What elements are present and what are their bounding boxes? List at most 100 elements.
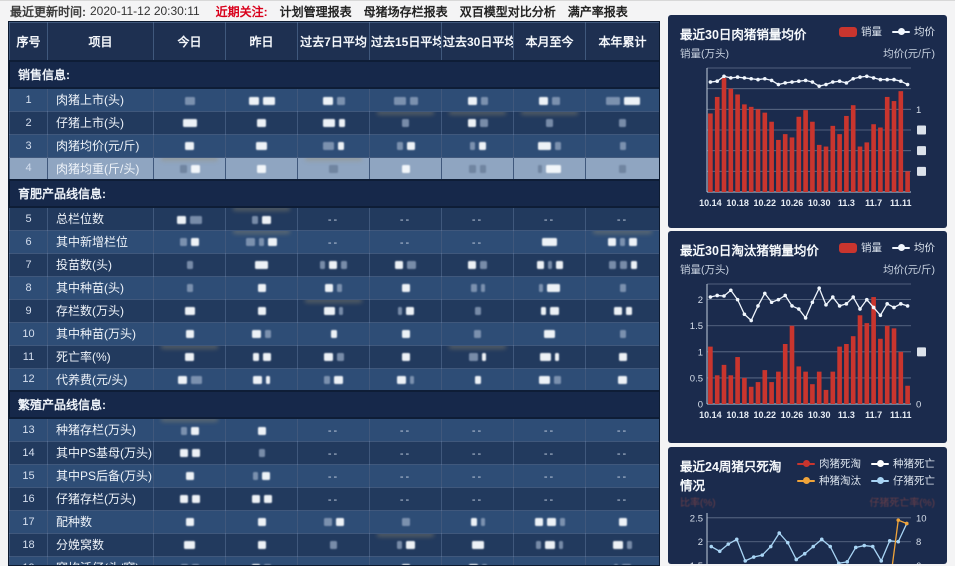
focus-link[interactable]: 满产率报表 [567,4,628,19]
redacted-value [552,96,560,105]
svg-text:11.7: 11.7 [865,198,882,208]
table-row[interactable]: 17 配种数 [9,509,659,534]
empty-value: -- [327,424,340,437]
line-legend-marker [797,477,815,484]
data-cell [225,344,298,369]
table-row[interactable]: 6 其中新增栏位 -- -- -- [9,229,659,254]
row-number: 6 [9,229,48,254]
line-legend-marker [871,477,889,484]
data-cell [369,87,442,112]
table-row[interactable]: 5 总栏位数 -- -- -- -- -- [9,206,659,231]
data-cell [513,87,586,112]
data-cell: -- [441,440,514,465]
table-row[interactable]: 2 仔猪上市(头) [9,110,659,135]
data-cell [225,532,298,557]
redacted-value [185,472,194,481]
legend-item[interactable]: 种猪淘汰 [797,473,861,488]
data-cell [153,110,226,135]
row-number: 8 [9,275,48,300]
line-legend-marker [797,460,815,467]
focus-link[interactable]: 母猪场存栏报表 [363,4,448,19]
data-cell [153,486,226,511]
legend-item[interactable]: 销量 [839,240,882,255]
redacted-tick [917,146,926,156]
redacted-value [536,541,541,550]
data-cell: -- [513,206,586,231]
legend-label: 仔猪死亡 [893,475,935,487]
redacted-value [555,261,563,270]
column-header: 项目 [47,22,154,62]
data-cell [369,509,442,534]
data-cell [153,555,226,565]
table-row[interactable]: 3 肉猪均价(元/斤) [9,133,659,158]
redacted-value [544,330,555,339]
table-row[interactable]: 12 代养费(元/头) [9,367,659,392]
table-row[interactable]: 13 种猪存栏(万头) -- -- -- -- -- [9,417,659,442]
legend-item[interactable]: 销量 [839,24,882,39]
legend-item[interactable]: 肉猪死淘 [797,456,861,471]
redacted-value [262,353,271,362]
data-cell [441,133,514,158]
redacted-value [397,376,406,385]
table-row[interactable]: 19窝均活仔(头/窝) [9,555,659,565]
svg-text:10.14: 10.14 [699,198,722,208]
redacted-value [337,284,342,293]
empty-value: -- [616,424,629,437]
data-cell: -- [297,206,370,231]
redacted-value [338,119,345,128]
empty-value: -- [471,493,484,506]
svg-text:0.5: 0.5 [690,373,703,384]
row-number: 1 [9,87,48,112]
y-axis-left-label: 销量(万头) [680,48,729,60]
table-row[interactable]: 16 仔猪存栏(万头) -- -- -- -- -- [9,486,659,511]
svg-text:8: 8 [916,537,921,548]
redacted-value [409,96,418,105]
legend-item[interactable]: 仔猪死亡 [871,473,935,488]
data-cell [369,252,442,277]
row-number: 14 [9,440,48,465]
redacted-value [334,376,343,385]
column-header: 本年累计 [585,22,659,62]
legend-item[interactable]: 种猪死亡 [871,456,935,471]
redacted-value [338,142,344,151]
focus-link[interactable]: 计划管理报表 [279,4,352,19]
table-row[interactable]: 8 其中种苗(头) [9,275,659,300]
table-row[interactable]: 4 肉猪均重(斤/头) [9,156,659,181]
table-row[interactable]: 15 其中PS后备(万头) -- -- -- -- -- [9,463,659,488]
redacted-value [539,96,548,105]
update-time-value: 2020-11-12 20:30:11 [90,4,200,18]
redacted-value [323,142,334,151]
table-body: 销售信息: 1 肉猪上市(头) 2 仔猪上市(头) 3 肉猪均价(元/斤) 4 肉猪均重(斤/头… [9,60,659,565]
row-number: 4 [9,156,48,181]
table-row[interactable]: 18 分娩窝数 [9,532,659,557]
table-row[interactable]: 11 死亡率(%) [9,344,659,369]
data-cell [225,367,298,392]
data-cell [297,344,370,369]
data-cell [225,509,298,534]
chart-title: 最近30日淘汰猪销量均价 [680,244,819,258]
empty-value: -- [399,236,412,249]
table-row[interactable]: 10 其中种苗(万头) [9,321,659,346]
data-cell [513,367,586,392]
empty-value: -- [327,470,340,483]
legend-item[interactable]: 均价 [892,24,935,39]
table-row[interactable]: 7 投苗数(头) [9,252,659,277]
table-row[interactable]: 14 其中PS基母(万头) -- -- -- -- -- [9,440,659,465]
data-cell: -- [513,486,586,511]
redacted-value [184,307,195,316]
table-row[interactable]: 1 肉猪上市(头) [9,87,659,112]
table-row[interactable]: 9 存栏数(万头) [9,298,659,323]
redacted-value [339,307,343,316]
bar-legend-marker [839,26,857,37]
svg-text:0: 0 [698,400,703,411]
item-name: 其中新增栏位 [47,229,154,254]
redacted-tick [917,166,926,176]
data-cell: -- [513,463,586,488]
focus-link[interactable]: 双百模型对比分析 [459,4,556,19]
data-cell: -- [369,440,442,465]
row-number: 16 [9,486,48,511]
data-cell [225,298,298,323]
data-cell [585,252,659,277]
redacted-value [253,376,262,385]
legend-item[interactable]: 均价 [892,240,935,255]
